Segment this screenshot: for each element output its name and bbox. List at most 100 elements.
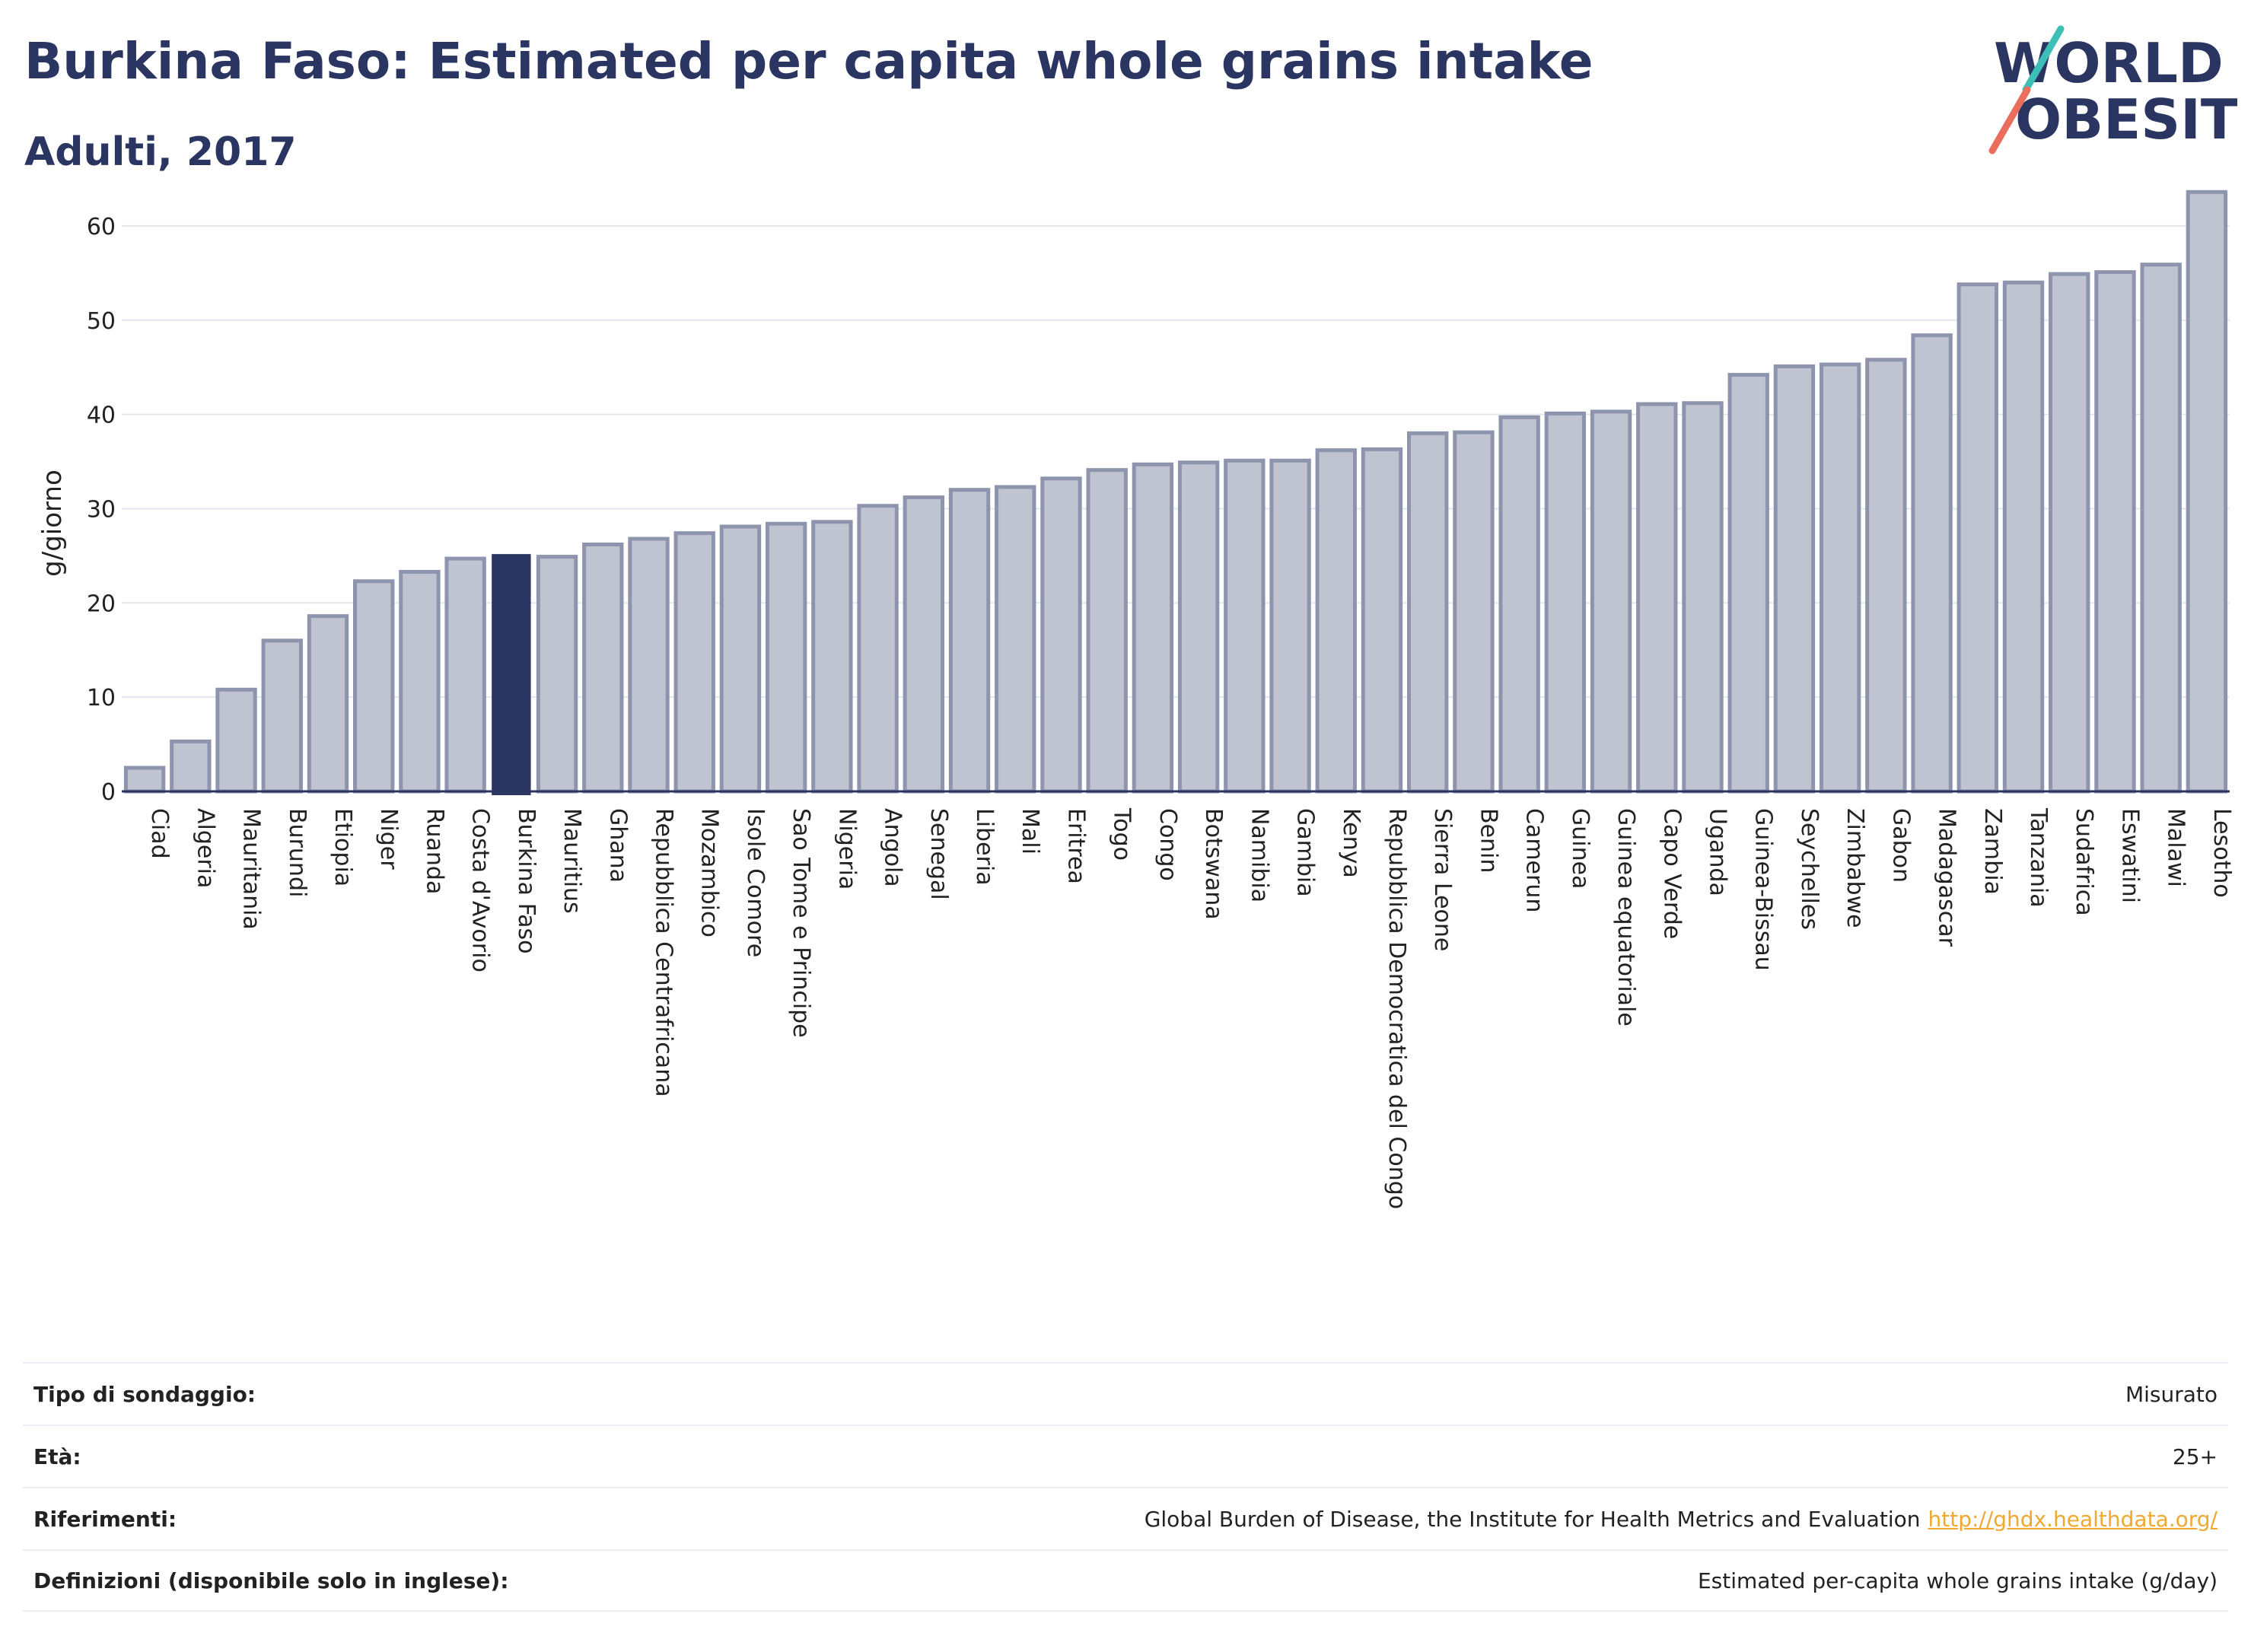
info-value-definitions: Estimated per-capita whole grains intake… — [1697, 1568, 2218, 1593]
bar — [1590, 409, 1632, 794]
bar — [1040, 476, 1082, 794]
info-value-references: Global Burden of Disease, the Institute … — [1145, 1507, 2218, 1532]
x-tick-label: Uganda — [1705, 808, 1731, 896]
references-link[interactable]: http://ghdx.healthdata.org/ — [1928, 1506, 2218, 1532]
x-tick-label: Liberia — [971, 808, 998, 886]
bar — [1956, 282, 1998, 794]
bar — [536, 555, 578, 794]
bar — [261, 638, 303, 794]
bar — [1086, 468, 1128, 794]
x-tick-label: Madagascar — [1934, 808, 1960, 947]
bar — [673, 531, 715, 794]
bar — [1498, 415, 1540, 794]
x-tick-label: Senegal — [925, 808, 952, 900]
x-tick-label: Sudafrica — [2071, 808, 2097, 916]
bar — [1682, 401, 1724, 794]
y-tick-label: 0 — [101, 779, 116, 806]
references-text: Global Burden of Disease, the Institute … — [1144, 1506, 1921, 1532]
x-tick-label: Burundi — [284, 808, 310, 897]
bar — [2140, 263, 2182, 794]
bar — [2049, 272, 2090, 794]
y-tick-label: 60 — [87, 214, 116, 240]
bar — [2002, 280, 2045, 794]
chart-title: Burkina Faso: Estimated per capita whole… — [24, 32, 1594, 91]
bar — [811, 520, 853, 794]
bar — [1132, 462, 1174, 794]
bar — [170, 739, 212, 794]
x-tick-label: Etiopia — [330, 808, 356, 886]
x-tick-label: Sao Tome e Principe — [788, 808, 814, 1038]
info-value-survey-type: Misurato — [2125, 1381, 2218, 1407]
x-tick-label: Benin — [1475, 808, 1501, 873]
bar — [1453, 430, 1495, 794]
bar — [1177, 460, 1220, 794]
x-tick-label: Costa d'Avorio — [467, 808, 494, 972]
bar — [1727, 373, 1769, 794]
bar — [123, 766, 166, 794]
logo-slash-teal — [2022, 25, 2065, 94]
axes: 0 10 20 30 40 50 60 — [87, 214, 2230, 806]
logo-slash-coral — [1988, 86, 2031, 154]
bar — [1773, 364, 1816, 794]
x-tick-label: Eritrea — [1062, 808, 1089, 884]
bar — [948, 488, 991, 794]
y-tick-label: 10 — [87, 685, 116, 711]
x-tick-label: Mali — [1017, 808, 1043, 855]
bar — [2094, 270, 2136, 794]
x-tick-label: Angola — [880, 808, 906, 887]
x-tick-label: Seychelles — [1796, 808, 1823, 930]
category-labels: Ciad Algeria Mauritania Burundi Etiopia Niger… — [146, 807, 2235, 1209]
x-tick-label: Congo — [1154, 808, 1181, 881]
info-table: Tipo di sondaggio: Misurato Età: 25+ Rif… — [23, 1362, 2228, 1612]
y-tick-label: 50 — [87, 308, 116, 335]
x-tick-label: Repubblica Centrafricana — [651, 808, 677, 1097]
bar — [903, 495, 944, 794]
x-tick-label: Ghana — [604, 808, 631, 883]
info-row-survey-type: Tipo di sondaggio: Misurato — [23, 1362, 2228, 1424]
x-tick-label: Kenya — [1338, 808, 1364, 878]
x-tick-label: Zimbabwe — [1842, 808, 1868, 928]
x-tick-label: Eswatini — [2116, 808, 2143, 903]
x-tick-label: Mozambico — [696, 808, 723, 937]
bar — [582, 543, 624, 794]
x-tick-label: Nigeria — [833, 808, 860, 890]
bar — [765, 521, 807, 794]
x-tick-label: Lesotho — [2208, 808, 2235, 898]
x-tick-label: Gabon — [1887, 808, 1914, 883]
x-tick-label: Sierra Leone — [1429, 808, 1456, 951]
x-tick-label: Repubblica Democratica del Congo — [1383, 808, 1410, 1209]
x-tick-label: Namibia — [1246, 808, 1272, 902]
x-tick-label: Mauritius — [559, 808, 585, 914]
x-tick-label: Tanzania — [2025, 807, 2052, 908]
x-tick-label: Burkina Faso — [513, 808, 540, 953]
logo-word-obesity: OBESITY — [2015, 88, 2237, 151]
chart-subtitle: Adulti, 2017 — [24, 129, 297, 175]
x-tick-label: Niger — [375, 808, 402, 870]
info-row-definitions: Definizioni (disponibile solo in inglese… — [23, 1549, 2228, 1612]
x-tick-label: Mauritania — [238, 808, 265, 930]
info-label-references: Riferimenti: — [33, 1506, 177, 1532]
bar — [1269, 458, 1311, 794]
bar — [307, 614, 349, 794]
bar — [628, 536, 670, 794]
x-tick-label: Guinea equatoriale — [1613, 808, 1639, 1027]
bar — [1315, 448, 1357, 794]
x-tick-label: Guinea — [1567, 808, 1594, 889]
x-tick-label: Camerun — [1521, 808, 1548, 912]
bar-chart: 0 10 20 30 40 50 60 Ciad Algeria Mauritania Burun… — [37, 189, 2235, 1209]
bar — [1636, 402, 1678, 794]
bar — [353, 579, 395, 794]
x-tick-label: Algeria — [192, 808, 218, 888]
bar — [1911, 333, 1953, 794]
x-tick-label: Isole Comore — [742, 808, 769, 957]
y-tick-label: 40 — [87, 403, 116, 429]
bars — [123, 189, 2228, 796]
x-tick-label: Botswana — [1200, 808, 1227, 920]
bar — [1361, 447, 1403, 794]
y-axis-label: g/giorno — [37, 469, 68, 577]
bar — [2186, 189, 2228, 794]
x-tick-label: Ruanda — [421, 808, 447, 894]
info-row-references: Riferimenti: Global Burden of Disease, t… — [23, 1487, 2228, 1549]
bar — [1224, 458, 1266, 794]
x-tick-label: Guinea-Bissau — [1750, 808, 1777, 971]
